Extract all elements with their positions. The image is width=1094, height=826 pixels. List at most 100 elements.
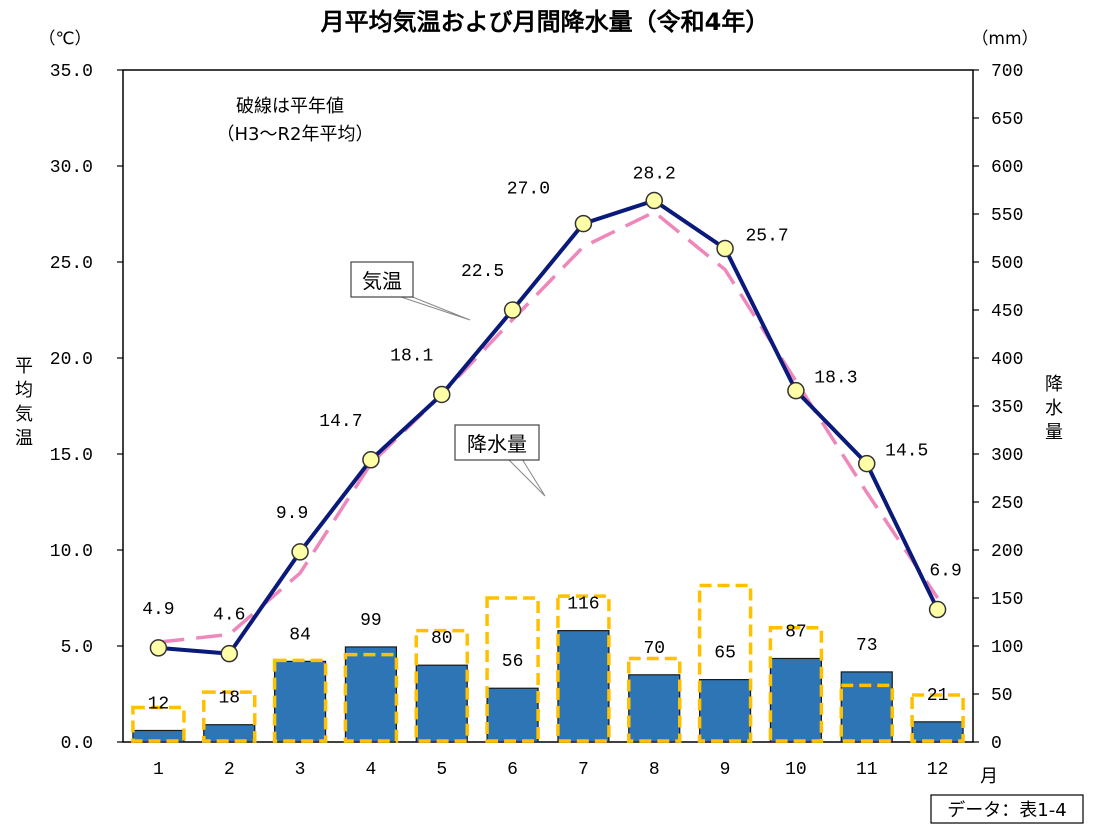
temperature-normal-polyline: [158, 210, 940, 644]
right-tick-label: 500: [991, 254, 1023, 274]
precipitation-bar: [911, 721, 964, 743]
rain-callout: 降水量: [454, 424, 546, 497]
temperature-point: [291, 543, 309, 561]
temperature-label: 18.1: [390, 346, 433, 366]
temperature-point: [787, 381, 805, 400]
precipitation-label: 116: [567, 595, 599, 615]
precipitation-normal-bar: [485, 596, 540, 743]
left-tick-label: 5.0: [61, 638, 93, 658]
x-axis-ticks: 1 2 3 4 5 6 7 8 9 10 11 12: [153, 760, 948, 780]
left-tick-label: 0.0: [61, 734, 93, 754]
precipitation-labels: 12 18 84 99 80 56 116 70 65 87 73 21: [148, 595, 949, 715]
precipitation-label: 87: [785, 622, 807, 642]
left-tick-label: 20.0: [50, 350, 93, 370]
precipitation-normal-bar: [343, 652, 399, 743]
x-tick-label: 10: [785, 760, 807, 780]
right-tick-label: 550: [991, 206, 1023, 226]
temperature-point: [503, 301, 522, 319]
precipitation-normal-bar: [556, 594, 611, 743]
precipitation-normal-bar: [414, 628, 469, 743]
temperature-point: [149, 639, 168, 657]
x-tick-label: 2: [224, 760, 235, 780]
precipitation-bar: [415, 664, 468, 743]
temperature-point: [645, 191, 663, 210]
precipitation-normal-bar: [202, 690, 257, 743]
x-axis-unit: 月: [980, 766, 998, 787]
left-tick-label: 15.0: [50, 446, 93, 466]
right-axis-unit: （mm）: [971, 29, 1038, 49]
precipitation-normal-bar: [839, 683, 894, 743]
precipitation-label: 70: [643, 639, 665, 659]
chart-title: 月平均気温および月間降水量（令和4年）: [320, 8, 770, 36]
right-tick-label: 50: [991, 686, 1013, 706]
left-tick-label: 10.0: [50, 542, 93, 562]
precipitation-bar: [557, 630, 610, 743]
temperature-point: [433, 385, 451, 404]
precipitation-bar: [628, 674, 681, 743]
temperature-labels: 4.9 4.6 9.9 14.7 18.1 22.5 27.0 28.2 25.7 18.3 14.…: [142, 165, 962, 626]
precipitation-label: 65: [714, 644, 736, 664]
right-tick-label: 250: [991, 494, 1023, 514]
left-tick-label: 35.0: [50, 62, 93, 82]
precipitation-bar: [769, 657, 823, 743]
precipitation-label: 56: [502, 652, 524, 672]
temp-callout: 気温: [350, 261, 471, 321]
precipitation-normal-bar: [910, 693, 965, 743]
temperature-label: 22.5: [461, 262, 504, 282]
right-tick-label: 100: [991, 638, 1023, 658]
precipitation-bar: [486, 687, 539, 743]
temperature-polyline: [158, 198, 940, 656]
right-tick-label: 300: [991, 446, 1023, 466]
precipitation-normal-bar: [697, 583, 753, 743]
left-axis-ticks: 0.0 5.0 10.0 15.0 20.0 25.0 30.0 35.0: [50, 62, 123, 754]
temperature-point: [220, 644, 238, 663]
precipitation-bar: [344, 646, 398, 743]
temperature-point: [362, 451, 380, 469]
source-box: データ：表1-4: [930, 794, 1084, 824]
x-tick-label: 4: [366, 760, 377, 780]
precipitation-bars: [132, 630, 964, 743]
precipitation-normal-bar: [272, 658, 328, 743]
precipitation-label: 84: [289, 625, 311, 645]
temperature-label: 18.3: [814, 369, 857, 389]
source-label: データ：表1-4: [947, 800, 1066, 821]
precipitation-label: 73: [856, 636, 878, 656]
right-tick-label: 350: [991, 398, 1023, 418]
precipitation-label: 12: [148, 694, 170, 714]
temperature-label: 27.0: [507, 180, 550, 200]
precipitation-label: 80: [431, 629, 453, 649]
precipitation-normal-bar: [627, 656, 682, 743]
x-tick-label: 11: [856, 760, 878, 780]
x-tick-label: 5: [436, 760, 447, 780]
rain-callout-label: 降水量: [467, 432, 527, 456]
note-line2: （H3～R2年平均）: [217, 124, 374, 145]
temperature-normal-line: [158, 210, 940, 644]
right-tick-label: 450: [991, 302, 1023, 322]
precipitation-bar: [273, 660, 327, 743]
precipitation-bar: [698, 678, 752, 743]
precipitation-label: 18: [218, 689, 240, 709]
plot-area: [122, 69, 974, 743]
left-tick-label: 30.0: [50, 158, 93, 178]
x-tick-label: 7: [578, 760, 589, 780]
temperature-label: 4.6: [213, 606, 245, 626]
temperature-point: [716, 239, 734, 258]
left-axis-unit: （℃）: [38, 29, 91, 49]
x-tick-label: 3: [295, 760, 306, 780]
precipitation-normal-bar: [768, 626, 824, 743]
x-tick-label: 6: [507, 760, 518, 780]
temperature-point: [928, 600, 947, 619]
temperature-label: 6.9: [929, 562, 961, 582]
right-tick-label: 600: [991, 158, 1023, 178]
precipitation-label: 21: [927, 686, 949, 706]
temperature-label: 4.9: [142, 600, 174, 620]
temperature-label: 25.7: [745, 227, 788, 247]
right-tick-label: 700: [991, 62, 1023, 82]
temperature-point: [858, 454, 876, 473]
right-axis-label: 降水量: [1045, 374, 1063, 443]
precipitation-label: 99: [360, 611, 382, 631]
x-tick-label: 12: [927, 760, 949, 780]
note-line1: 破線は平年値: [236, 96, 344, 117]
temperature-line: [149, 191, 947, 663]
